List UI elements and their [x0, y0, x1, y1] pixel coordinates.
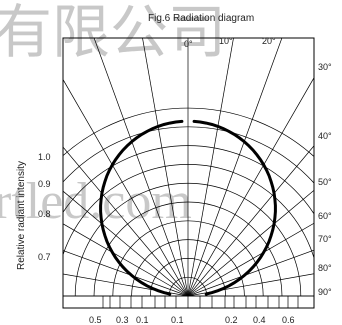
grid-spoke-80 — [187, 273, 314, 297]
radial-label-0.9: 0.9 — [38, 179, 51, 189]
bottom-label-4: 0.1 — [171, 315, 184, 325]
grid-spoke-m50 — [63, 190, 189, 297]
grid-spoke-m30 — [63, 78, 189, 297]
bottom-label-2: 0.3 — [116, 315, 129, 325]
bottom-label-1: 0.5 — [89, 315, 102, 325]
grid-spoke-m10 — [142, 38, 189, 297]
bottom-label-3: 0.1 — [136, 315, 149, 325]
grid-spoke-60 — [187, 222, 314, 297]
watermark-top: 有限公司 — [0, 0, 226, 65]
bottom-label-6: 0.4 — [253, 315, 266, 325]
angle-label-right-90: 90° — [318, 287, 332, 297]
polar-grid — [63, 38, 314, 308]
radial-label-0.7: 0.7 — [38, 252, 51, 262]
pattern-right-lobe — [192, 119, 277, 296]
pattern-left-lobe — [99, 119, 184, 296]
grid-spoke-m60 — [63, 223, 189, 297]
grid-spoke-30 — [187, 77, 314, 297]
grid-spoke-m20 — [93, 38, 189, 297]
axis-labels: 0° 10° 20° 30° 40° 50° 60° 70° 80° 90° 1.0 0.9 0.8 0.… — [38, 36, 332, 325]
grid-spoke-40 — [187, 145, 314, 297]
angle-label-right-50: 50° — [318, 177, 332, 187]
radial-label-1.0: 1.0 — [38, 152, 51, 162]
grid-spoke-m70 — [63, 250, 189, 297]
grid-spoke-50 — [187, 189, 314, 297]
angle-label-right-30: 30° — [318, 62, 332, 72]
grid-spoke-20 — [187, 38, 283, 297]
plot-frame — [62, 37, 315, 309]
grid-spoke-m40 — [63, 146, 189, 297]
angle-label-top-0: 0° — [184, 39, 193, 49]
angle-label-right-60: 60° — [318, 211, 332, 221]
angle-label-top-10: 10° — [219, 36, 233, 46]
angle-label-top-20: 20° — [262, 36, 276, 46]
bottom-label-7: 0.6 — [282, 315, 295, 325]
angle-label-right-70: 70° — [318, 234, 332, 244]
grid-spoke-70 — [187, 249, 314, 297]
y-axis-label: Relative radiant intensity — [16, 161, 27, 270]
angle-label-right-40: 40° — [318, 131, 332, 141]
bottom-label-5: 0.2 — [225, 315, 238, 325]
grid-spoke-10 — [187, 38, 234, 297]
radial-label-0.8: 0.8 — [38, 209, 51, 219]
chart-title: Fig.6 Radiation diagram — [148, 13, 254, 24]
radiation-pattern-curve — [99, 119, 277, 296]
angle-label-right-80: 80° — [318, 263, 332, 273]
grid-spoke-m80 — [63, 273, 189, 297]
